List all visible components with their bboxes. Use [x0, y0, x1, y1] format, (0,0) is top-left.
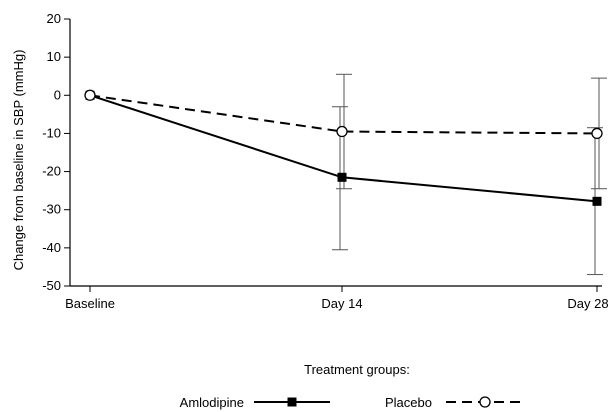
legend-marker-placebo: [479, 396, 491, 408]
tick-labels: 20 10 0 -10 -20 -30 -40 -50 Baseline Day 14 Day 28: [42, 11, 608, 311]
y-axis-label: Change from baseline in SBP (mmHg): [11, 50, 26, 271]
error-bars: [332, 73, 607, 276]
y-tick-label: -30: [42, 202, 61, 217]
series-markers: [84, 89, 603, 206]
legend-title: Treatment groups:: [304, 362, 410, 377]
data-point-placebo: [591, 127, 603, 140]
legend-label-amlodipine: Amlodipine: [180, 395, 244, 410]
axes: [64, 18, 602, 292]
data-point-amlodipine: [337, 172, 347, 182]
series-line-placebo: [89, 94, 598, 135]
legend-label-placebo: Placebo: [385, 395, 432, 410]
y-tick-label: -50: [42, 278, 61, 293]
x-tick-label: Baseline: [65, 296, 115, 311]
x-tick-label: Day 28: [567, 296, 608, 311]
y-tick-label: 20: [47, 11, 61, 26]
y-tick-label: -40: [42, 240, 61, 255]
data-point-amlodipine: [592, 196, 602, 206]
y-tick-label: -20: [42, 164, 61, 179]
x-tick-label: Day 14: [321, 296, 362, 311]
y-tick-label: -10: [42, 125, 61, 140]
legend: Amlodipine Placebo: [180, 395, 526, 410]
legend-marker-amlodipine: [287, 397, 297, 407]
y-tick-label: 10: [47, 49, 61, 64]
y-tick-label: 0: [54, 87, 61, 102]
data-point-placebo: [336, 125, 348, 138]
data-point-placebo: [84, 89, 96, 101]
